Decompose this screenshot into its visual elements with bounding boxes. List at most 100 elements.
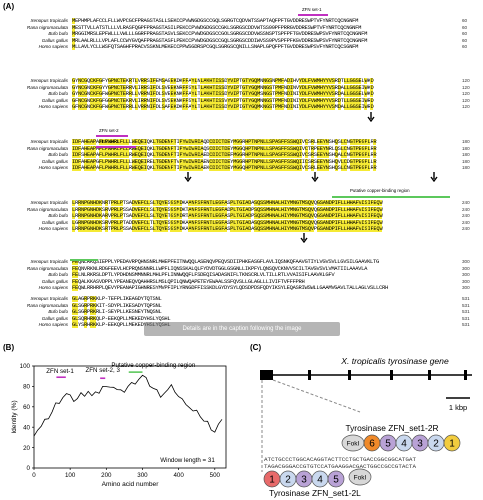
- sequence: FEQALKKASVDPPLYPEANEQVQAHHRSLMSLQPILQNWQ…: [72, 278, 305, 285]
- sequence: IDFAHEAPAFLPWHRLFLLLWEQEIQKLTGDENFTIPYWD…: [72, 139, 377, 145]
- alignment-row: Gallus gallus GLSQRHRKQLP-EEKQPLLMEKEDYHS…: [6, 315, 476, 323]
- y-tick-label: 60: [23, 404, 30, 411]
- foki-label: FokI: [347, 441, 360, 448]
- sequence: MLLAVLYCLLWSFQTSAGHFPRACVSSKNLMEKECCPPWS…: [72, 44, 359, 51]
- row-end-number: 240: [462, 213, 470, 219]
- arrow-icon: [300, 233, 308, 243]
- zinc-finger-l-number: 2: [285, 475, 291, 486]
- species-name: Homo sapiens: [38, 104, 68, 110]
- zinc-finger-l-number: 5: [333, 475, 339, 486]
- species-name: Rana nigromaculata: [26, 24, 68, 30]
- species-name: Bufo bufo: [48, 213, 68, 219]
- row-end-number: 60: [462, 18, 468, 23]
- row-end-number: 300: [462, 259, 470, 264]
- sequence: FEQWLRRHRPLQEVYPEANAPIGHNRESYMVPFIPLYRNG…: [72, 285, 388, 292]
- alignment-row: Bufo bufo GYNCGNCKFGFWGPNCTERRLLVRRNIFDLS…: [6, 91, 476, 98]
- species-name: Xenopus tropicalis: [30, 78, 68, 83]
- alignment-row: Rana nigromaculata LRRNPGNHDKSRVPRLPSSADV…: [6, 206, 476, 214]
- zfn-set2-label: ZFN set-2: [99, 128, 119, 133]
- row-end-number: 300: [462, 278, 470, 284]
- x-tick-label: 0: [32, 472, 36, 479]
- sequence: IDFAHEAPAFLPWHRLFLLRWEQEIQKLTGDENFTIPYWD…: [72, 165, 377, 172]
- zinc-finger-r-number: 2: [433, 439, 439, 450]
- species-name: Xenopus tropicalis: [30, 296, 68, 301]
- sequence: IDFAHEAPAFLPWHRLFLLRWEQEIQKLTGDENFTIPYWD…: [72, 145, 377, 152]
- row-end-number: 60: [462, 37, 468, 43]
- zfn-right-fingers: FokI 6 5 4 3 2 1: [341, 434, 461, 452]
- species-name: Xenopus tropicalis: [30, 18, 68, 23]
- alignment-row: Bufo bufo FELNLRKRSLDPTLYPDHDNSMMNNRLMHLP…: [6, 272, 476, 279]
- plot-frame: [33, 365, 227, 469]
- exon-5: [428, 370, 431, 380]
- foki-domain: [348, 468, 372, 486]
- sequence: FEQNVRKNLRDGFEEVLHCPRQNSNNRLLWPFLIQNSSKA…: [72, 265, 368, 272]
- row-end-number: 240: [462, 226, 470, 232]
- alignment-row: Xenopus tropicalis MEPHMPLAFCCLFLLWVPCGCF…: [6, 18, 476, 25]
- sequence: LRRNPGNHDKNRTPRLPTSADVEFCLSLTQYESGSMDKAA…: [72, 200, 383, 206]
- alignment-row: Rana nigromaculata GYNCGNCKFGYYGPNCTERRVL…: [6, 84, 476, 92]
- row-end-number: 60: [462, 44, 468, 50]
- species-name: Gallus gallus: [41, 97, 68, 103]
- alignment-row: Bufo bufo MRGGIMRSLEPFWLLLVWLLLGGRFPRAGST…: [6, 31, 476, 38]
- alignment-row: Rana nigromaculata GLSGRPRKKIT-SDYPLIKESA…: [6, 302, 476, 310]
- alignment-row: Xenopus tropicalis IDFAHEAPAFLPWHRLFLLLWE…: [6, 139, 476, 146]
- y-tick-label: 40: [23, 424, 30, 431]
- zinc-finger-r-number: 4: [401, 439, 407, 450]
- zfn-left-fingers: 1 2 3 4 5 FokI: [263, 468, 372, 488]
- row-end-number: 300: [462, 272, 470, 278]
- species-name: Rana nigromaculata: [26, 145, 68, 151]
- row-end-number: 180: [462, 152, 470, 158]
- sequence: GFNCGNCKFGFWGPNCTERRLLVRRNIFDLSAPEKDKFFA…: [72, 104, 374, 111]
- row-end-number: 120: [462, 84, 470, 90]
- gene-title: X. tropicalis tyrosinase gene: [340, 356, 449, 366]
- sequence: FEQNLRKQSIEPPLYPEDAVRPQHNSNRLMHEPFEITNWQ…: [72, 259, 380, 265]
- sequence: GYNCGQCKFGFYGPNCTEKRTLVRRSIFEMSAGEKDKFFA…: [72, 78, 374, 84]
- alignment-row: Rana nigromaculata FEQNVRKNLRDGFEEVLHCPRQ…: [6, 265, 476, 273]
- x-tick-label: 200: [101, 472, 112, 479]
- alignment-row: Homo sapiens FEQWLRRHRPLQEVYPEANAPIGHNRES…: [6, 285, 476, 292]
- zfn-set3-bar: [96, 146, 136, 148]
- species-name: Gallus gallus: [41, 37, 68, 43]
- alignment-row: Gallus gallus LGRNPGNHDKSRVPRLPTADDVEFCLT…: [6, 219, 476, 227]
- arrow-icon: [311, 172, 319, 182]
- zfn-set23-annotation: ZFN set-2, 3: [86, 367, 121, 374]
- alignment-row: Bufo bufo GLSGRPRKRLI-SEYPLLKESNEYTNQSNL 5…: [6, 309, 476, 316]
- sequence: IDFAHEAPGFLPWHRLFLLLWEQEIRELTGDENFTVPYWD…: [72, 158, 377, 165]
- caption-chip[interactable]: Details are in the caption following the…: [144, 322, 340, 336]
- species-name: Rana nigromaculata: [26, 265, 68, 271]
- species-name: Xenopus tropicalis: [30, 259, 68, 264]
- x-axis-label: Amino acid number: [102, 481, 160, 488]
- row-end-number: 531: [462, 296, 470, 301]
- species-name: Bufo bufo: [48, 272, 68, 278]
- sequence: MRGGIMRSLEPFWLLLVWLLLGGRFPRAGSTASVLSEKCC…: [72, 31, 368, 38]
- alignment-row: Gallus gallus MRLAALRLLLVPLAFLCCWYGVQAFPR…: [6, 37, 476, 45]
- row-end-number: 120: [462, 97, 470, 103]
- row-end-number: 531: [462, 315, 470, 321]
- alignment-block: Xenopus tropicalis MEPHMPLAFCCLFLLWVPCGCF…: [6, 18, 476, 51]
- exon-4: [390, 370, 393, 380]
- alignment-row: Homo sapiens LRRNPGNHDKSRTPRLPSSADVEFCLSL…: [6, 226, 476, 233]
- row-end-number: 180: [462, 145, 470, 151]
- exon-3: [348, 370, 351, 380]
- window-length-annotation: Window length = 31: [160, 457, 215, 464]
- arrow-icon: [184, 172, 192, 182]
- zfn-set1-bar: [298, 14, 328, 16]
- foki-label: FokI: [354, 475, 367, 482]
- panel-b-label: (B): [3, 343, 15, 352]
- zfn-r-label: Tyrosinase ZFN_set1-2R: [345, 423, 438, 433]
- y-axis-label: Identity (%): [11, 400, 18, 433]
- zfn-set2-bar: [96, 135, 128, 137]
- y-tick-label: 0: [27, 465, 31, 472]
- species-name: Xenopus tropicalis: [30, 200, 68, 205]
- copper-region-label: Putative copper-binding region: [350, 188, 410, 193]
- x-tick-label: 500: [210, 472, 221, 479]
- species-name: Xenopus tropicalis: [30, 139, 68, 144]
- y-tick-label: 20: [23, 445, 30, 452]
- alignment-row: Xenopus tropicalis GLAGRPRKKLP-TEFPLIKEAG…: [6, 296, 476, 303]
- zinc-finger-r-number: 6: [369, 439, 375, 450]
- alignment-row: Rana nigromaculata IDFAHEAPAFLPWHRLFLLRWE…: [6, 145, 476, 153]
- scale-label: 1 kbp: [449, 403, 467, 412]
- zfn-set1-label: ZFN set-1: [302, 7, 322, 12]
- sequence: MEPHMPLAFCCLFLLWVPCGCFPRAGSTASLLSEKCCPVW…: [72, 18, 359, 24]
- sequence: GLSQRHRKQLP-EEKQPLLMEKEDYHSLYQSHL: [72, 315, 171, 322]
